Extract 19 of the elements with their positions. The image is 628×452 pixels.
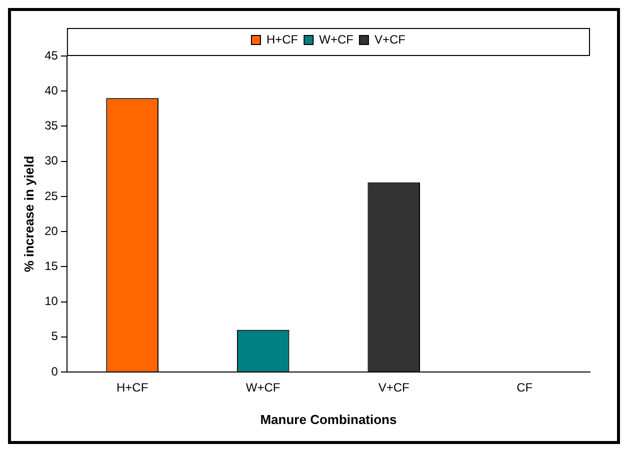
y-tick-label: 10 <box>44 294 58 308</box>
legend-label: H+CF <box>266 32 298 46</box>
y-tick-label: 45 <box>44 48 58 62</box>
x-tick-label: H+CF <box>116 380 148 395</box>
x-axis-title: Manure Combinations <box>260 412 397 427</box>
y-tick-label: 40 <box>44 83 58 98</box>
y-tick-label: 0 <box>51 364 58 378</box>
y-tick-label: 25 <box>44 188 58 203</box>
legend-label: V+CF <box>374 32 406 46</box>
y-tick-label: 30 <box>44 154 58 168</box>
y-tick-label: 35 <box>44 118 58 133</box>
y-tick-label: 20 <box>44 224 58 238</box>
x-tick-label: V+CF <box>378 380 410 395</box>
y-axis-title: % increase in yield <box>21 156 36 272</box>
legend-label: W+CF <box>319 32 354 46</box>
y-tick-label: 15 <box>44 258 58 273</box>
x-tick-label: CF <box>516 380 533 395</box>
x-tick-label: W+CF <box>246 380 280 395</box>
y-tick-label: 5 <box>51 329 58 344</box>
